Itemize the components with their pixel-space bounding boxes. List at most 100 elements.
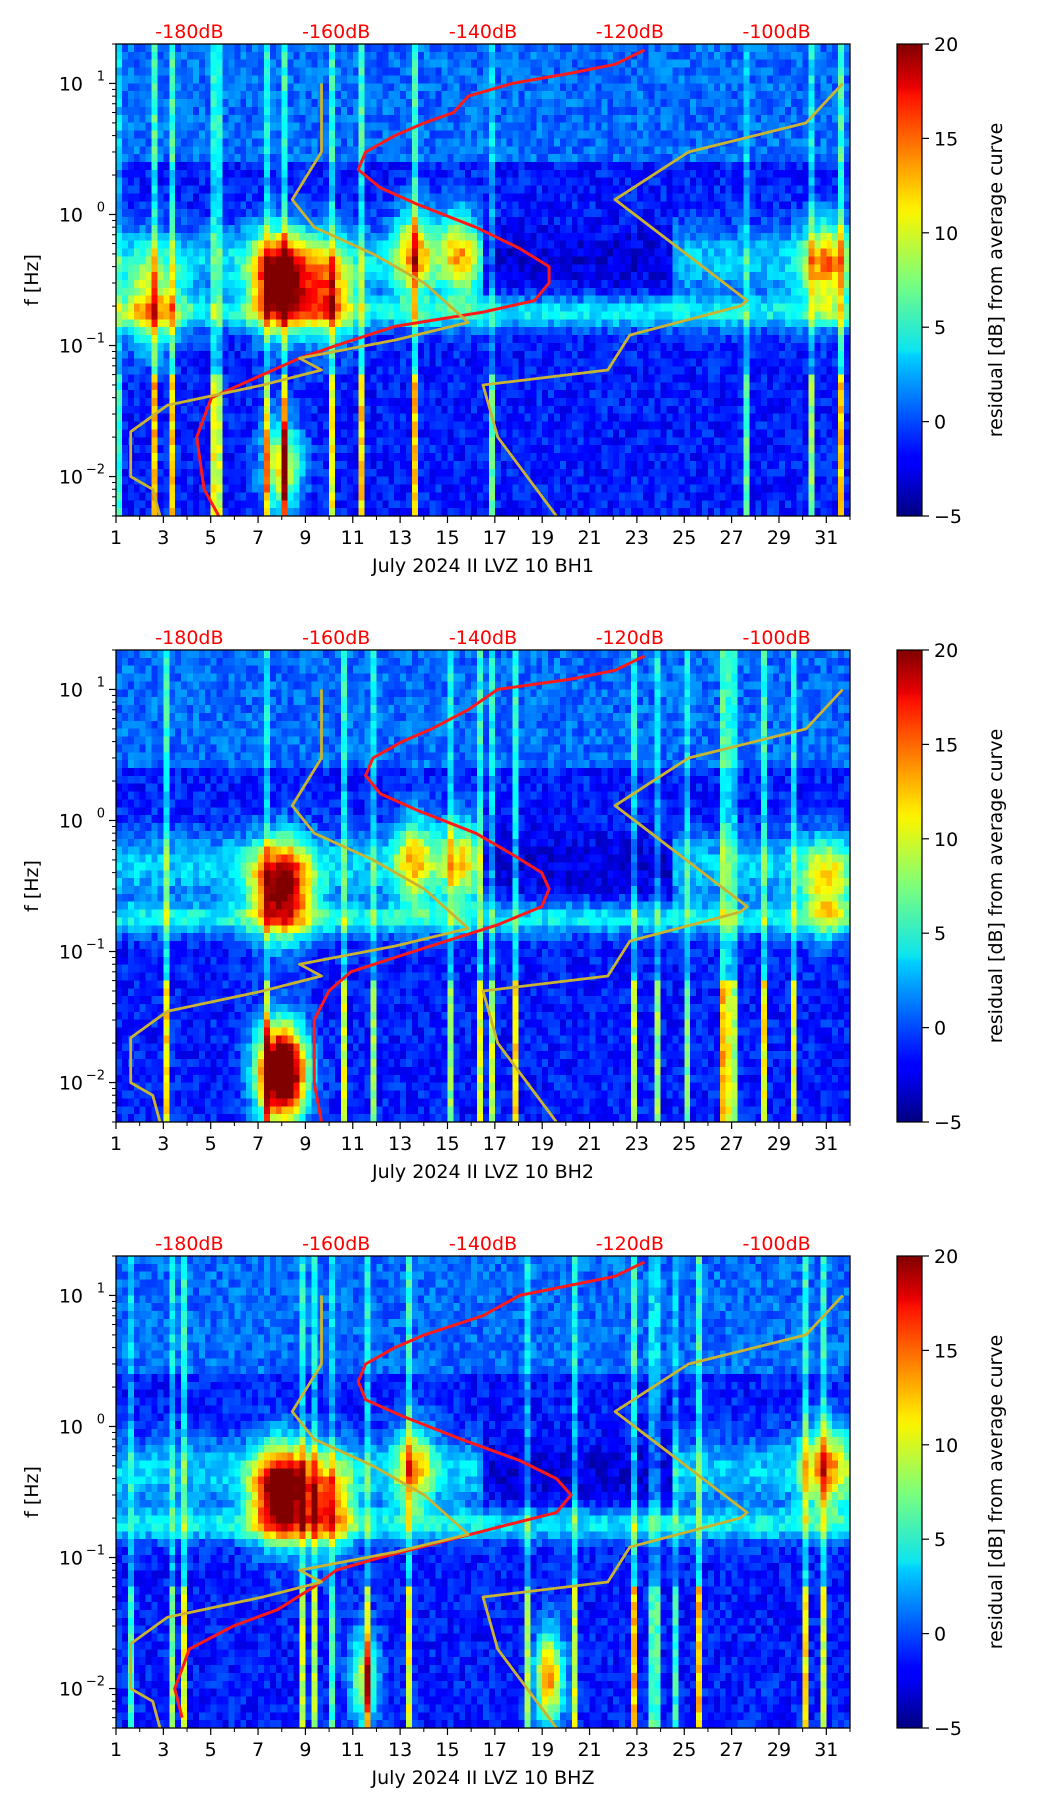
heatmap-cell (435, 232, 443, 242)
heatmap-cell (400, 468, 407, 478)
heatmap-cell (536, 67, 543, 77)
heatmap-cell (335, 374, 342, 383)
heatmap-cell (133, 342, 141, 352)
heatmap-cell (583, 429, 591, 438)
heatmap-cell (571, 177, 579, 187)
heatmap-cell (133, 358, 141, 368)
heatmap-cell (311, 67, 318, 77)
heatmap-cell (187, 366, 194, 375)
heatmap-cell (299, 335, 307, 344)
heatmap-cell (228, 350, 235, 360)
heatmap-cell (121, 382, 129, 391)
heatmap-cell (246, 106, 253, 116)
heatmap-cell (323, 177, 330, 187)
heatmap-cell (388, 468, 395, 478)
heatmap-cell (228, 185, 235, 195)
heatmap-cell (465, 232, 472, 242)
heatmap-cell (358, 358, 366, 368)
heatmap-cell (423, 429, 431, 438)
heatmap-cell (329, 484, 336, 493)
heatmap-cell (554, 162, 561, 171)
heatmap-cell (222, 75, 230, 84)
heatmap-cell (388, 319, 395, 328)
heatmap-cell (175, 335, 182, 344)
heatmap-cell (258, 280, 265, 289)
heatmap-cell (423, 201, 431, 210)
heatmap-cell (542, 468, 549, 478)
heatmap-cell (518, 508, 526, 517)
heatmap-cell (163, 248, 170, 257)
heatmap-cell (293, 476, 301, 486)
heatmap-cell (246, 453, 253, 462)
heatmap-cell (382, 122, 389, 132)
heatmap-cell (169, 398, 176, 407)
heatmap-cell (459, 303, 466, 313)
heatmap-cell (293, 256, 301, 265)
heatmap-cell (471, 75, 478, 84)
heatmap-cell (411, 342, 419, 352)
heatmap-cell (317, 44, 324, 53)
heatmap-cell (506, 342, 514, 352)
heatmap-cell (275, 342, 283, 352)
heatmap-cell (204, 248, 212, 257)
heatmap-cell (198, 295, 206, 305)
heatmap-cell (240, 209, 247, 218)
heatmap-cell (607, 154, 614, 163)
heatmap-cell (530, 327, 537, 336)
heatmap-cell (423, 264, 431, 273)
heatmap-cell (459, 146, 466, 155)
heatmap-cell (234, 122, 241, 132)
heatmap-cell (453, 272, 460, 281)
heatmap-cell (175, 256, 182, 265)
heatmap-cell (263, 327, 271, 336)
heatmap-cell (293, 91, 301, 100)
heatmap-cell (293, 374, 301, 383)
heatmap-cell (163, 342, 170, 352)
heatmap-cell (400, 59, 407, 69)
heatmap-cell (583, 177, 591, 187)
heatmap-cell (500, 264, 508, 273)
heatmap-cell (423, 146, 431, 155)
heatmap-cell (435, 398, 443, 407)
heatmap-cell (500, 413, 508, 423)
heatmap-cell (524, 59, 531, 69)
heatmap-cell (169, 154, 176, 163)
heatmap-cell (127, 500, 135, 509)
heatmap-cell (228, 429, 235, 438)
heatmap-cell (512, 476, 520, 486)
heatmap-cell (477, 75, 484, 84)
heatmap-cell (471, 240, 478, 250)
heatmap-cell (281, 280, 289, 289)
heatmap-cell (216, 287, 224, 297)
heatmap-cell (417, 280, 425, 289)
heatmap-cell (465, 59, 472, 69)
heatmap-cell (589, 303, 597, 313)
heatmap-cell (536, 287, 543, 297)
heatmap-cell (494, 264, 502, 273)
heatmap-cell (157, 114, 164, 124)
heatmap-cell (548, 169, 555, 179)
heatmap-cell (246, 130, 253, 139)
heatmap-cell (281, 130, 289, 139)
heatmap-cell (139, 44, 147, 53)
heatmap-cell (169, 358, 176, 368)
heatmap-cell (340, 201, 348, 210)
heatmap-cell (133, 350, 141, 360)
heatmap-cell (258, 303, 265, 313)
heatmap-cell (305, 280, 312, 289)
heatmap-cell (335, 350, 342, 360)
heatmap-cell (169, 413, 176, 423)
heatmap-cell (530, 460, 537, 470)
heatmap-cell (258, 248, 265, 257)
heatmap-cell (447, 114, 454, 124)
heatmap-cell (577, 421, 585, 431)
heatmap-cell (370, 217, 378, 226)
heatmap-cell (459, 224, 466, 234)
heatmap-cell (530, 146, 537, 155)
heatmap-cell (258, 413, 265, 423)
heatmap-cell (216, 303, 224, 313)
heatmap-cell (423, 350, 431, 360)
heatmap-cell (246, 162, 253, 171)
heatmap-cell (453, 468, 460, 478)
